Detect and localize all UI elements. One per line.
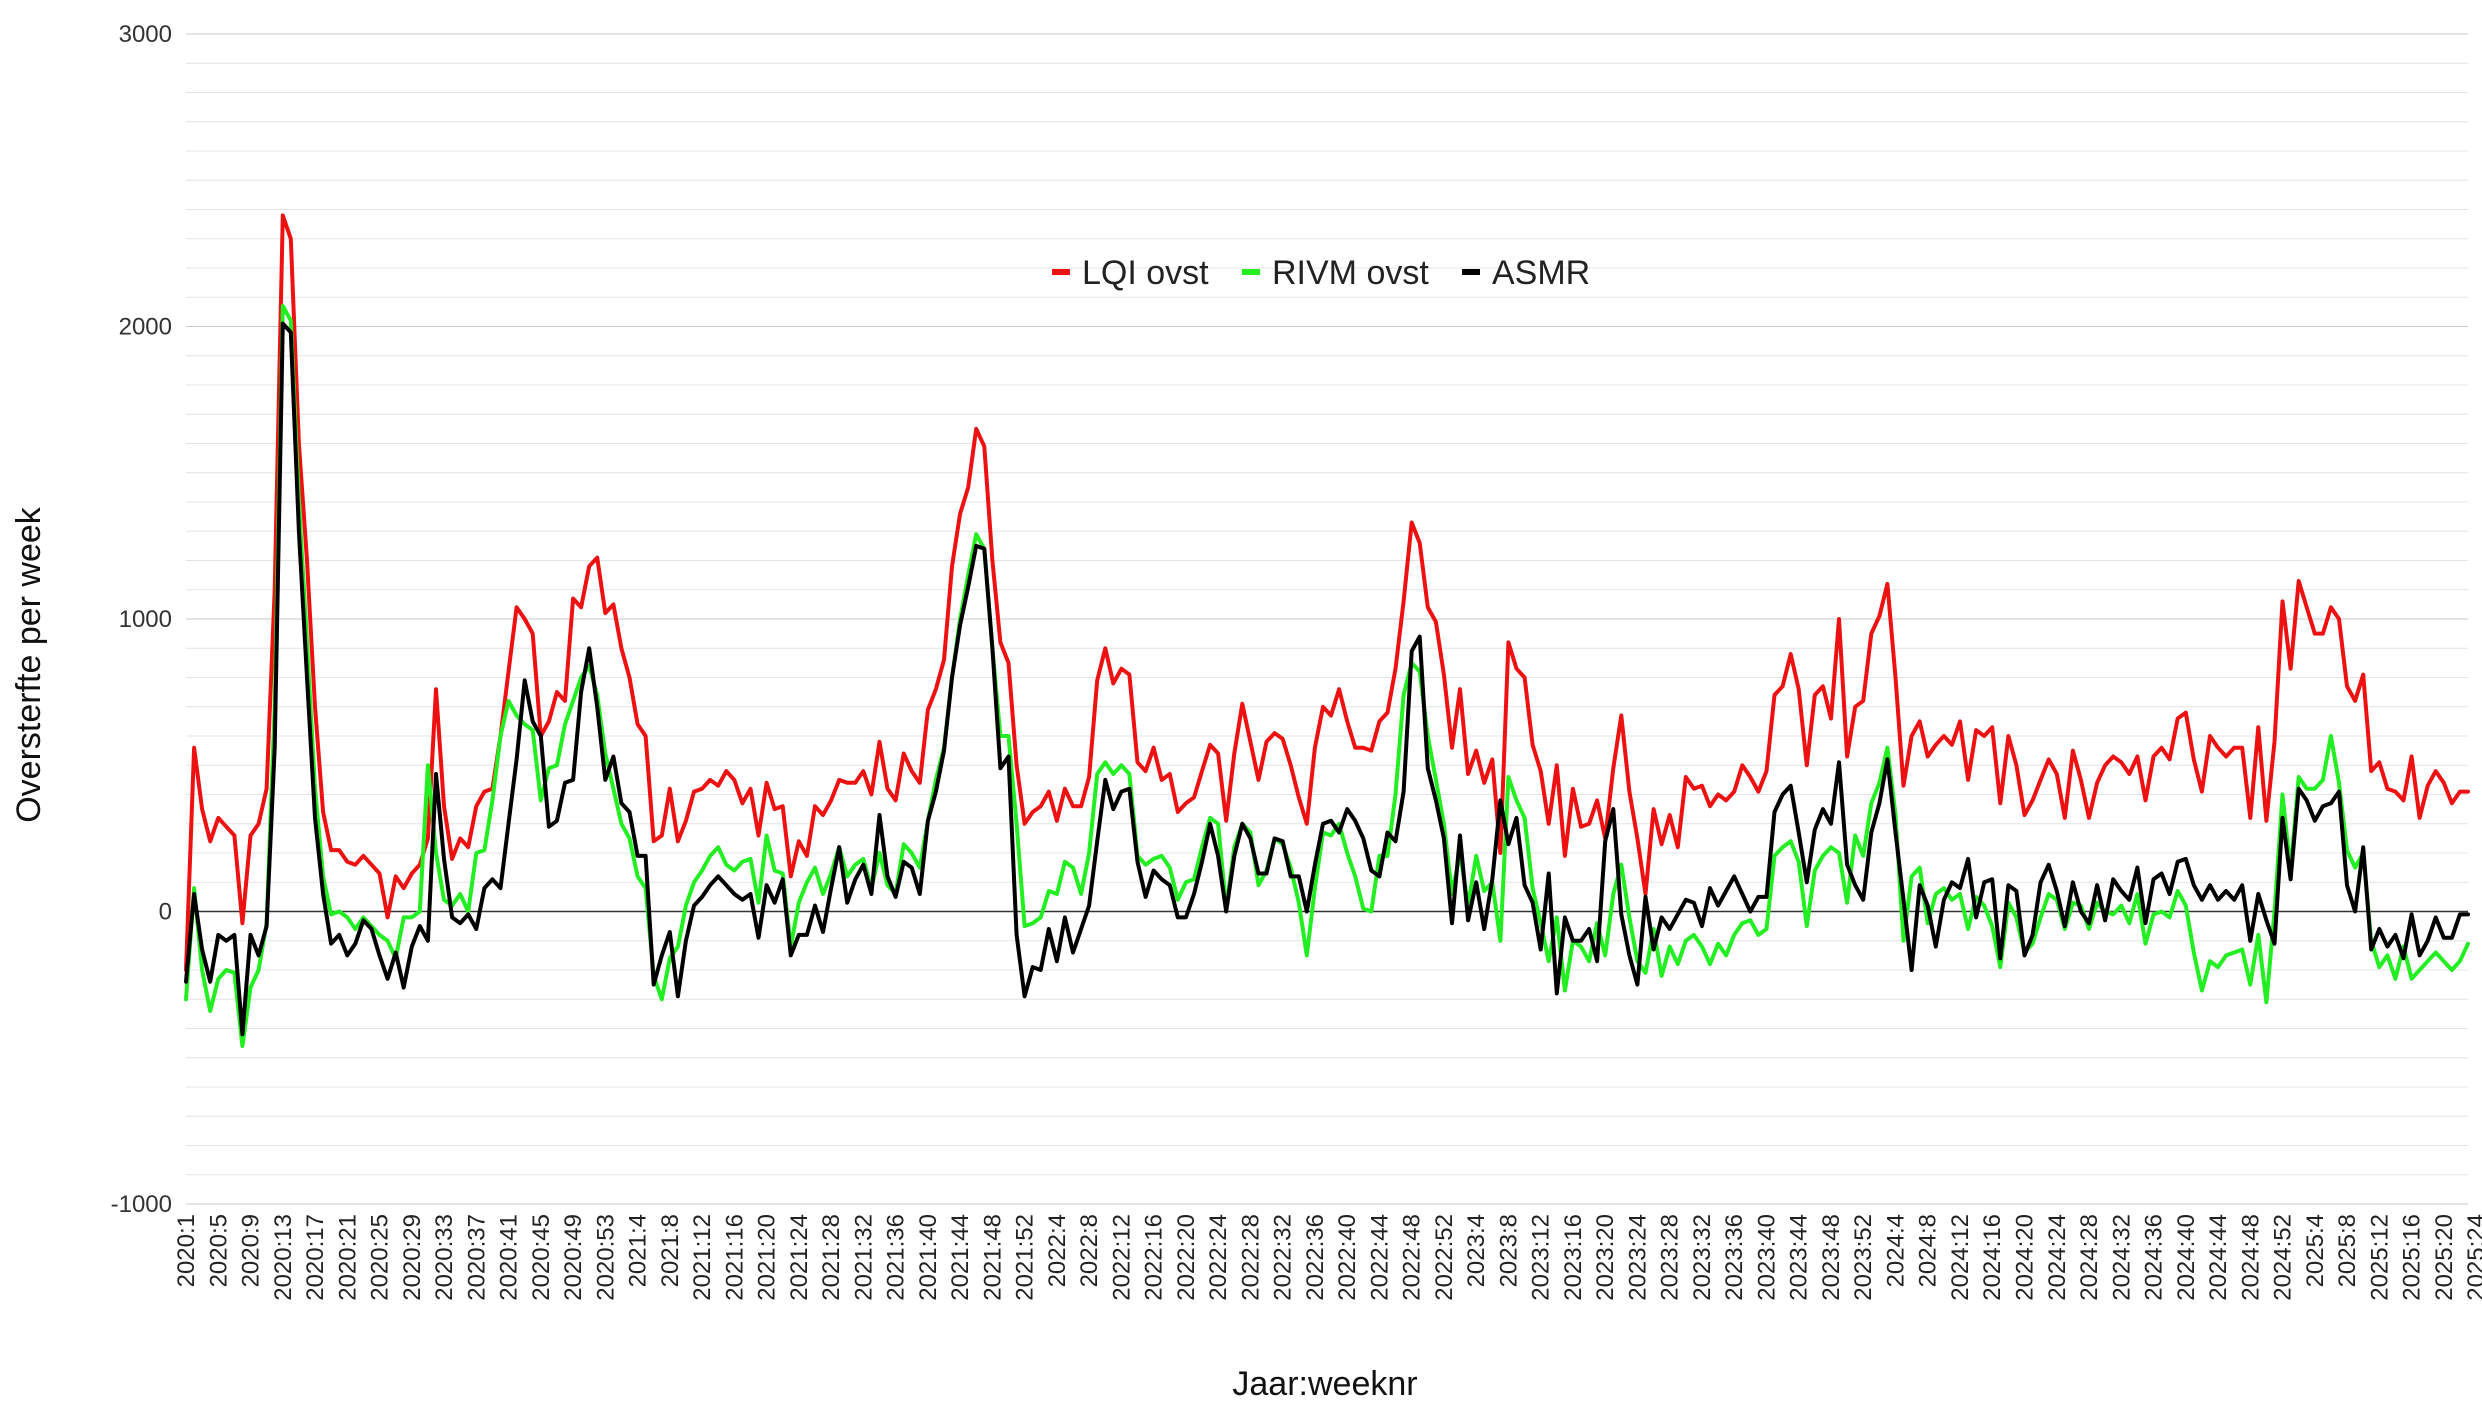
- series-line-asmr: [184, 321, 2470, 1037]
- x-tick-label: 2024:12: [1947, 1214, 1974, 1301]
- x-tick-label: 2020:17: [302, 1214, 329, 1301]
- x-tick-label: 2023:12: [1528, 1214, 1555, 1301]
- x-tick-label: 2022:16: [1141, 1214, 1168, 1301]
- x-tick-label: 2022:32: [1270, 1214, 1297, 1301]
- x-tick-label: 2020:1: [173, 1214, 200, 1287]
- x-tick-label: 2023:20: [1592, 1214, 1619, 1301]
- x-tick-label: 2024:8: [1915, 1214, 1942, 1287]
- x-tick-label: 2021:20: [754, 1214, 781, 1301]
- y-tick-label: 0: [159, 899, 172, 926]
- x-tick-label: 2025:24: [2463, 1214, 2482, 1301]
- x-tick-label: 2024:28: [2076, 1214, 2103, 1301]
- x-tick-label: 2021:32: [850, 1214, 877, 1301]
- x-tick-label: 2020:49: [560, 1214, 587, 1301]
- x-tick-label: 2021:44: [947, 1214, 974, 1301]
- x-tick-label: 2020:53: [592, 1214, 619, 1301]
- x-tick-label: 2024:36: [2141, 1214, 2168, 1301]
- x-tick-label: 2023:48: [1818, 1214, 1845, 1301]
- x-tick-label: 2020:25: [367, 1214, 394, 1301]
- x-tick-label: 2023:44: [1786, 1214, 1813, 1301]
- x-tick-label: 2021:52: [1012, 1214, 1039, 1301]
- x-tick-label: 2020:21: [334, 1214, 361, 1301]
- x-tick-label: 2020:45: [528, 1214, 555, 1301]
- x-tick-label: 2024:44: [2205, 1214, 2232, 1301]
- y-tick-label: 3000: [119, 21, 172, 48]
- y-axis-tick-labels: -1000 0 1000 2000 3000: [111, 21, 172, 1218]
- x-tick-label: 2025:8: [2334, 1214, 2361, 1287]
- x-tick-label: 2023:52: [1850, 1214, 1877, 1301]
- x-tick-label: 2025:4: [2302, 1214, 2329, 1287]
- legend: LQI ovst RIVM ovst ASMR: [1052, 254, 1590, 292]
- x-tick-label: 2022:40: [1334, 1214, 1361, 1301]
- x-tick-label: 2020:13: [270, 1214, 297, 1301]
- x-tick-label: 2021:28: [818, 1214, 845, 1301]
- x-tick-label: 2023:8: [1495, 1214, 1522, 1287]
- x-tick-label: 2025:16: [2399, 1214, 2426, 1301]
- x-tick-label: 2020:9: [238, 1214, 265, 1287]
- series-lines: [184, 213, 2470, 1048]
- x-tick-label: 2024:48: [2237, 1214, 2264, 1301]
- x-tick-label: 2022:36: [1302, 1214, 1329, 1301]
- x-tick-label: 2025:20: [2431, 1214, 2458, 1301]
- x-tick-label: 2021:12: [689, 1214, 716, 1301]
- x-tick-label: 2022:8: [1076, 1214, 1103, 1287]
- x-tick-label: 2022:20: [1173, 1214, 1200, 1301]
- x-tick-label: 2020:33: [431, 1214, 458, 1301]
- x-tick-label: 2022:44: [1366, 1214, 1393, 1301]
- x-tick-label: 2020:37: [463, 1214, 490, 1301]
- x-tick-label: 2023:32: [1689, 1214, 1716, 1301]
- x-tick-label: 2023:28: [1657, 1214, 1684, 1301]
- legend-label: RIVM ovst: [1272, 254, 1429, 292]
- x-tick-label: 2023:16: [1560, 1214, 1587, 1301]
- x-tick-label: 2021:36: [883, 1214, 910, 1301]
- x-tick-label: 2021:4: [625, 1214, 652, 1287]
- x-tick-label: 2022:12: [1108, 1214, 1135, 1301]
- y-tick-label: 2000: [119, 314, 172, 341]
- x-tick-label: 2020:29: [399, 1214, 426, 1301]
- x-tick-label: 2021:40: [915, 1214, 942, 1301]
- series-line-rivm-ovst: [184, 304, 2470, 1048]
- x-tick-label: 2024:16: [1979, 1214, 2006, 1301]
- x-tick-label: 2023:36: [1721, 1214, 1748, 1301]
- x-tick-label: 2021:16: [721, 1214, 748, 1301]
- x-tick-label: 2022:48: [1399, 1214, 1426, 1301]
- gridlines: [186, 33, 2468, 1205]
- x-tick-label: 2023:40: [1753, 1214, 1780, 1301]
- x-tick-label: 2024:32: [2108, 1214, 2135, 1301]
- x-tick-label: 2021:48: [979, 1214, 1006, 1301]
- x-axis-tick-labels: 2020:1 2020:5 2020:9 2020:13 2020:17 2020:21 2…: [173, 1214, 2482, 1301]
- y-tick-label: -1000: [111, 1191, 172, 1218]
- x-tick-label: 2022:52: [1431, 1214, 1458, 1301]
- x-tick-label: 2024:40: [2173, 1214, 2200, 1301]
- x-tick-label: 2022:4: [1044, 1214, 1071, 1287]
- y-axis-title: Oversterfte per week: [10, 506, 48, 823]
- x-axis-title: Jaar:weeknr: [1232, 1365, 1417, 1403]
- x-tick-label: 2023:4: [1463, 1214, 1490, 1287]
- legend-label: LQI ovst: [1082, 254, 1209, 292]
- x-tick-label: 2021:8: [657, 1214, 684, 1287]
- x-tick-label: 2022:28: [1237, 1214, 1264, 1301]
- y-tick-label: 1000: [119, 606, 172, 633]
- legend-label: ASMR: [1492, 254, 1590, 292]
- x-tick-label: 2023:24: [1624, 1214, 1651, 1301]
- x-tick-label: 2020:41: [496, 1214, 523, 1301]
- x-tick-label: 2022:24: [1205, 1214, 1232, 1301]
- x-tick-label: 2024:4: [1882, 1214, 1909, 1287]
- series-line-lqi-ovst: [184, 213, 2470, 972]
- x-tick-label: 2024:24: [2044, 1214, 2071, 1301]
- x-tick-label: 2025:12: [2366, 1214, 2393, 1301]
- x-tick-label: 2024:52: [2270, 1214, 2297, 1301]
- x-tick-label: 2024:20: [2012, 1214, 2039, 1301]
- x-tick-label: 2021:24: [786, 1214, 813, 1301]
- x-tick-label: 2020:5: [205, 1214, 232, 1287]
